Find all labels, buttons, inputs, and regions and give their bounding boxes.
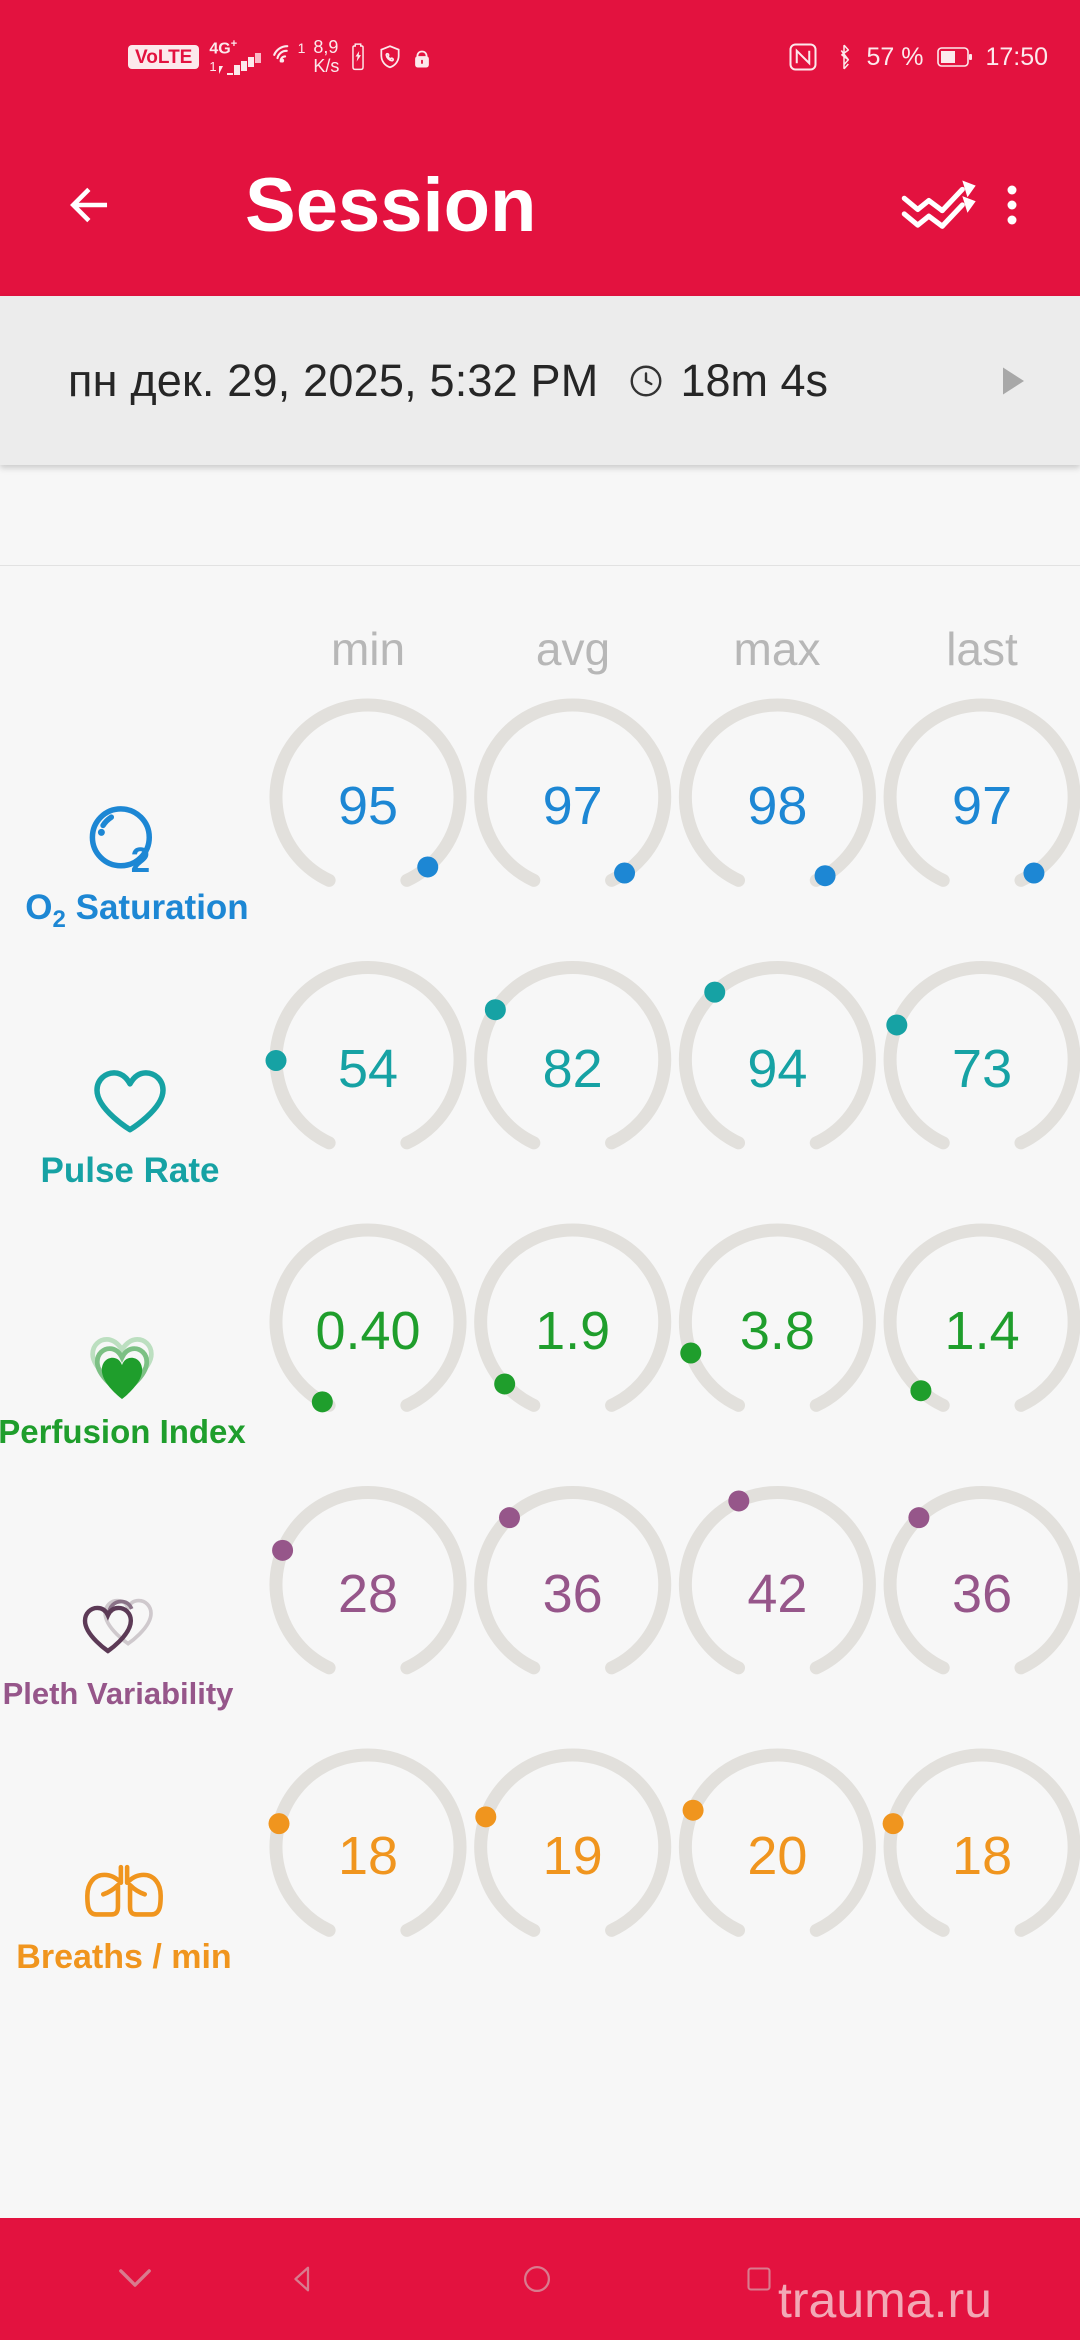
svg-text:2: 2 bbox=[131, 841, 150, 880]
